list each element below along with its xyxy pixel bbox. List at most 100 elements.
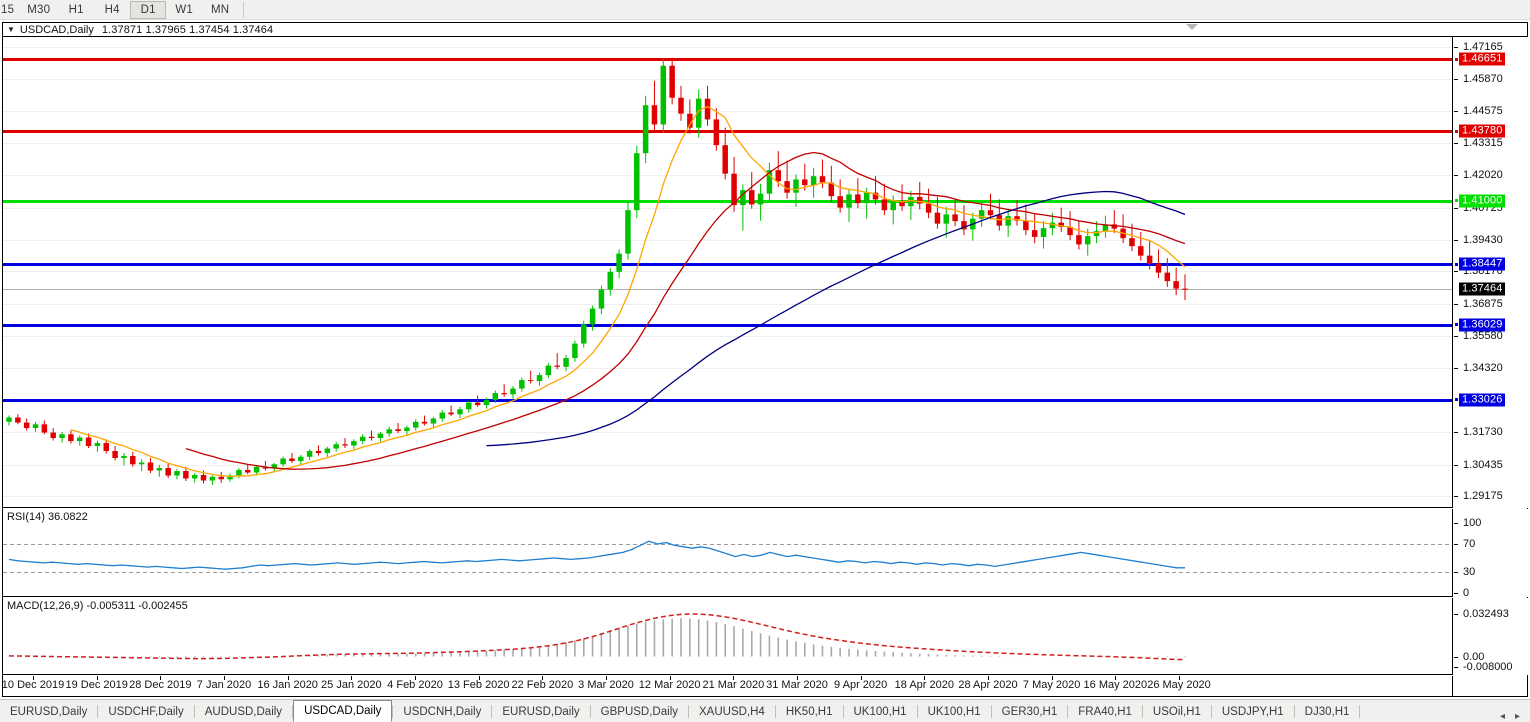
time-tick-label: 25 Jan 2020	[321, 679, 382, 691]
price-axis-scale[interactable]: 1.47165 1.45870 1.44575 1.43315 1.42020 1.407…	[1454, 37, 1529, 508]
tab-eurusd-daily[interactable]: EURUSD,Daily	[10, 705, 88, 718]
price-tick-label: 1.42020	[1463, 169, 1503, 182]
rsi-tick-label: 70	[1463, 538, 1476, 550]
tab-uk100-h1[interactable]: UK100,H1	[853, 705, 907, 718]
timeframe-button-15[interactable]: 15	[1, 3, 15, 16]
tab-separator	[292, 705, 294, 718]
price-tick-label: 1.47165	[1463, 40, 1503, 53]
tab-usdcnh-daily[interactable]: USDCNH,Daily	[403, 705, 482, 718]
chart-symbol-label: USDCAD,Daily	[19, 23, 94, 36]
time-tick-label: 9 Apr 2020	[834, 679, 888, 691]
tab-separator	[1293, 705, 1295, 718]
macd-tick-label: -0.008000	[1463, 661, 1513, 673]
time-tick-mark	[351, 676, 352, 680]
tab-fra40-h1[interactable]: FRA40,H1	[1078, 705, 1132, 718]
rsi-tick-mark	[1454, 523, 1458, 524]
timeframe-button-d1[interactable]: D1	[130, 0, 167, 19]
tab-xauusd-h4[interactable]: XAUUSD,H4	[699, 705, 765, 718]
chevron-down-icon[interactable]: ▼	[7, 24, 15, 34]
time-tick-mark	[1115, 676, 1116, 680]
price-tick-label: 1.43315	[1463, 136, 1503, 149]
tab-ger30-h1[interactable]: GER30,H1	[1001, 705, 1058, 718]
chart-title-bar: ▼ USDCAD,Daily 1.37871 1.37965 1.37454 1…	[3, 23, 1527, 37]
level-drag-handle[interactable]	[1454, 128, 1459, 134]
time-tick-label: 18 Apr 2020	[894, 679, 954, 691]
time-tick-label: 10 Dec 2019	[3, 679, 65, 691]
time-tick-mark	[924, 676, 925, 680]
collapse-triangle-icon[interactable]	[1186, 24, 1198, 30]
tab-usdchf-daily[interactable]: USDCHF,Daily	[108, 705, 184, 718]
tab-uk100-h1[interactable]: UK100,H1	[927, 705, 981, 718]
tab-separator	[774, 705, 776, 718]
level-drag-handle[interactable]	[1454, 397, 1459, 403]
tab-usdjpy-h1[interactable]: USDJPY,H1	[1221, 705, 1284, 718]
level-price-chip-1.46651[interactable]: 1.46651	[1454, 52, 1506, 66]
time-tick-label: 22 Feb 2020	[511, 679, 574, 691]
tab-separator	[491, 705, 493, 718]
tab-separator	[990, 705, 992, 718]
tab-scroll-left-icon[interactable]: ◂	[1499, 711, 1505, 722]
timeframe-button-w1[interactable]: W1	[175, 3, 194, 16]
price-tick-label: 1.35580	[1463, 330, 1503, 343]
level-drag-handle[interactable]	[1454, 322, 1459, 328]
level-drag-handle[interactable]	[1454, 261, 1459, 267]
level-price-chip-1.38447[interactable]: 1.38447	[1454, 257, 1506, 271]
price-tick-mark	[1454, 336, 1458, 337]
tab-separator	[1141, 705, 1143, 718]
time-tick-mark	[733, 676, 734, 680]
timeframe-button-mn[interactable]: MN	[211, 3, 230, 16]
timeframe-button-m30[interactable]: M30	[27, 3, 51, 16]
macd-tick-label: 0.032493	[1463, 608, 1509, 620]
tab-scroll-right-icon[interactable]: ▸	[1514, 711, 1520, 722]
macd-tick-mark	[1454, 614, 1458, 615]
tab-gbpusd-daily[interactable]: GBPUSD,Daily	[600, 705, 678, 718]
time-tick-label: 16 May 2020	[1083, 679, 1148, 691]
rsi-tick-label: 0	[1463, 587, 1470, 597]
tab-eurusd-daily[interactable]: EURUSD,Daily	[502, 705, 580, 718]
rsi-tick-mark	[1454, 593, 1458, 594]
rsi-axis-scale: 100 70 30 0	[1454, 509, 1529, 597]
tab-audusd-daily[interactable]: AUDUSD,Daily	[204, 705, 283, 718]
time-tick-mark	[160, 676, 161, 680]
time-tick-label: 28 Apr 2020	[958, 679, 1018, 691]
time-tick-mark	[415, 676, 416, 680]
level-drag-handle[interactable]	[1454, 56, 1459, 62]
time-tick-label: 26 May 2020	[1147, 679, 1211, 691]
time-tick-label: 13 Feb 2020	[447, 679, 510, 691]
timeframe-button-h4[interactable]: H4	[104, 3, 120, 16]
timeframe-button-h1[interactable]: H1	[68, 3, 84, 16]
time-tick-label: 16 Jan 2020	[257, 679, 318, 691]
tab-usoil-h1[interactable]: USOil,H1	[1152, 705, 1201, 718]
rsi-indicator-pane[interactable]: RSI(14) 36.0822	[3, 509, 1453, 597]
chart-tab-bar: EURUSD,Daily USDCHF,Daily AUDUSD,Daily USDC…	[0, 699, 1530, 722]
time-tick-mark	[33, 676, 34, 680]
time-tick-mark	[606, 676, 607, 680]
time-tick-mark	[797, 676, 798, 680]
level-drag-handle[interactable]	[1454, 198, 1459, 204]
level-price-chip-1.36029[interactable]: 1.36029	[1454, 318, 1506, 332]
price-tick-label: 1.30435	[1463, 458, 1503, 471]
tab-separator	[916, 705, 918, 718]
rsi-label: RSI(14) 36.0822	[7, 511, 88, 523]
time-tick-mark	[479, 676, 480, 680]
price-tick-mark	[1454, 208, 1458, 209]
time-tick-label: 31 Mar 2020	[766, 679, 828, 691]
tab-usdcad-daily[interactable]: USDCAD,Daily	[293, 700, 393, 722]
macd-indicator-pane[interactable]: MACD(12,26,9) -0.005311 -0.002455	[3, 598, 1453, 675]
level-price-chip-1.43780[interactable]: 1.43780	[1454, 124, 1506, 138]
time-axis[interactable]: 10 Dec 2019 19 Dec 2019 28 Dec 2019 7 Jan 2…	[3, 676, 1453, 696]
price-tick-mark	[1454, 368, 1458, 369]
tab-separator	[1210, 705, 1212, 718]
time-tick-mark	[542, 676, 543, 680]
price-tick-mark	[1454, 496, 1458, 497]
macd-label: MACD(12,26,9) -0.005311 -0.002455	[7, 600, 188, 612]
price-tick-mark	[1454, 111, 1458, 112]
macd-tick-mark	[1454, 657, 1458, 658]
price-tick-label: 1.44575	[1463, 105, 1503, 118]
tab-dj30-h1[interactable]: DJ30,H1	[1304, 705, 1350, 718]
level-price-chip-1.33026[interactable]: 1.33026	[1454, 393, 1506, 407]
tab-hk50-h1[interactable]: HK50,H1	[785, 705, 833, 718]
level-price-chip-1.41000[interactable]: 1.41000	[1454, 194, 1506, 208]
price-chart-pane[interactable]	[3, 37, 1453, 508]
